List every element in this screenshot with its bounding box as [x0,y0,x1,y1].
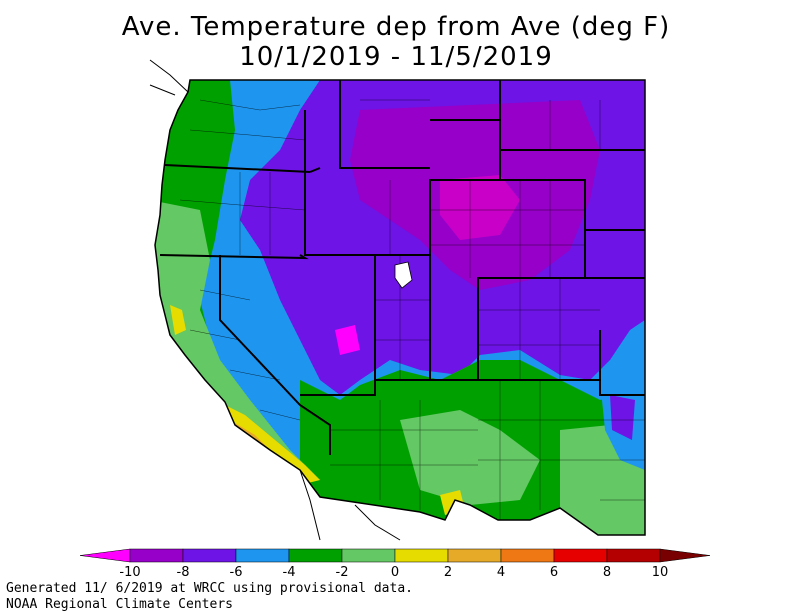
legend-tick-label: -2 [336,565,349,580]
map-title: Ave. Temperature dep from Ave (deg F) [121,12,671,42]
legend-tick-label: -8 [177,565,190,580]
legend-swatch [394,548,449,563]
legend-tick-label: 10 [652,565,669,580]
legend-arrow-high [659,548,711,563]
coastline [154,79,646,536]
great-salt-lake [394,261,413,289]
county-boundaries [179,99,645,520]
legend-tick-label: -4 [283,565,296,580]
legend-tick-label: 4 [497,565,505,580]
legend-tick-label: 6 [550,565,558,580]
mexico-coastline [149,59,401,541]
source-note: NOAA Regional Climate Centers [6,597,233,612]
legend-swatch [606,548,661,563]
generated-note: Generated 11/ 6/2019 at WRCC using provi… [6,581,413,596]
legend-swatch [341,548,396,563]
legend-tick-label: 8 [603,565,611,580]
legend-swatch [553,548,608,563]
legend-tick-label: 0 [391,565,399,580]
legend-swatch [129,548,184,563]
legend-swatch [288,548,343,563]
state-boundaries [159,80,645,455]
date-range: 10/1/2019 - 11/5/2019 [239,42,553,72]
legend-tick-label: 2 [444,565,452,580]
legend-swatch [182,548,237,563]
legend-tick-label: -6 [230,565,243,580]
legend-arrow-low [79,548,131,563]
legend-swatch [235,548,290,563]
legend-tick-label: -10 [119,565,140,580]
legend-swatch [447,548,502,563]
legend-swatch [500,548,555,563]
